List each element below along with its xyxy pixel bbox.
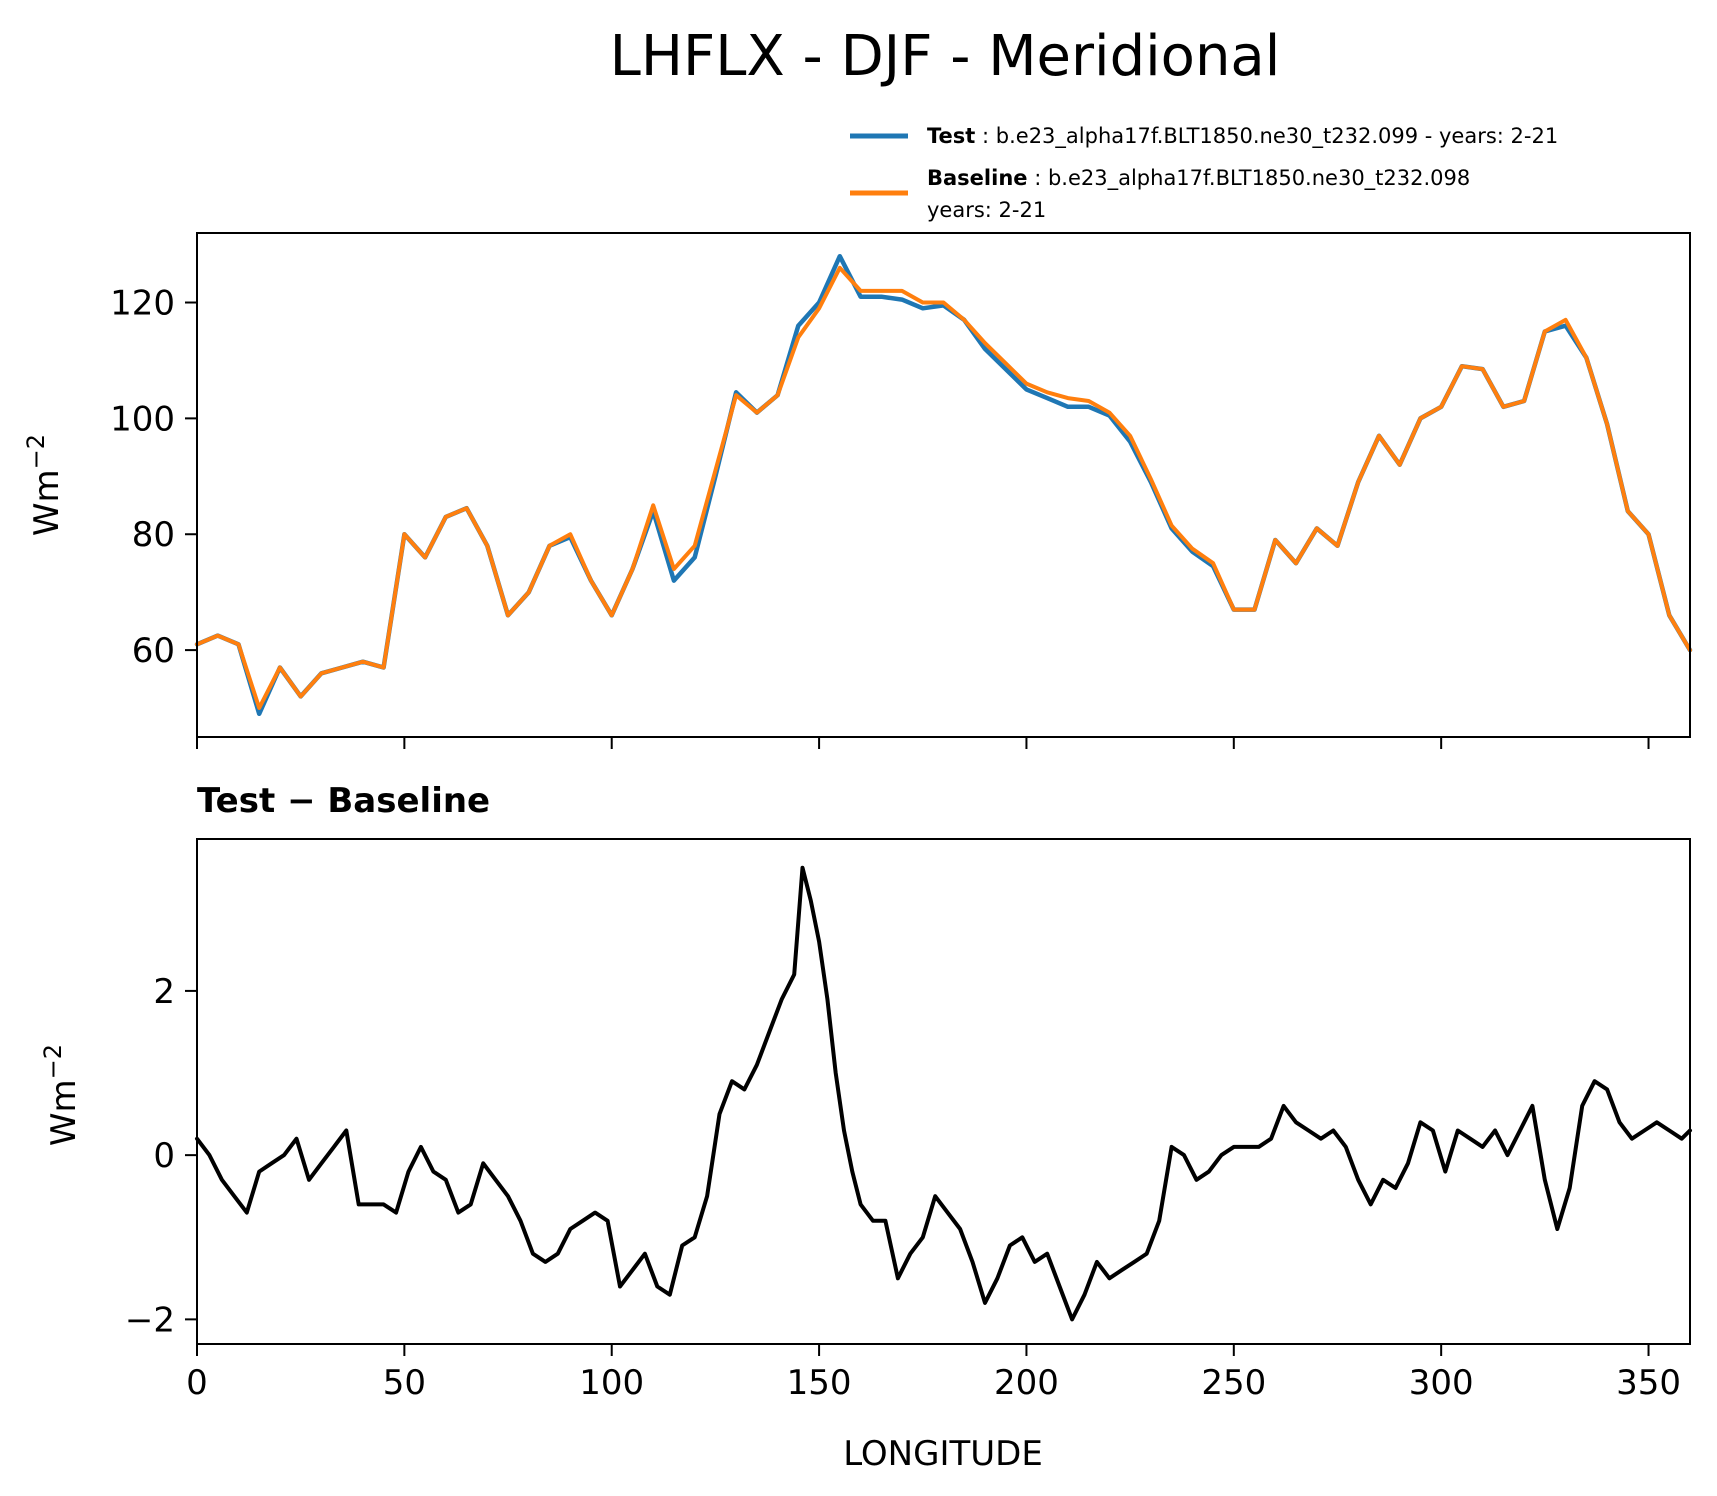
bottom-x-tick-label: 150 — [787, 1363, 852, 1403]
legend: Test : b.e23_alpha17f.BLT1850.ne30_t232.… — [850, 124, 1558, 222]
bottom-panel-lines — [195, 865, 1692, 1322]
bottom-panel-ylabel: Wm−2 — [39, 1044, 84, 1146]
top-panel-ylabel-exponent: −2 — [22, 434, 50, 469]
legend-test-label: Test — [927, 124, 975, 148]
legend-baseline-label: Baseline — [927, 166, 1028, 190]
bottom-x-tick-label: 250 — [1201, 1363, 1266, 1403]
top-panel-ylabel: Wm−2 — [22, 434, 67, 536]
bottom-panel-title: Test − Baseline — [197, 781, 490, 821]
bottom-panel-ylabel-base: Wm — [44, 1079, 84, 1146]
legend-baseline-entry: Baseline : b.e23_alpha17f.BLT1850.ne30_t… — [927, 166, 1470, 191]
bottom-x-tick-label: 300 — [1409, 1363, 1474, 1403]
legend-baseline-text: : b.e23_alpha17f.BLT1850.ne30_t232.098 — [1034, 166, 1470, 191]
top-y-tick-label: 100 — [110, 399, 175, 439]
bottom-panel-ticks: 0 50 100 150 200 250 300 350 −2 0 2 — [125, 972, 1681, 1403]
top-y-tick-label: 120 — [110, 284, 175, 324]
bottom-panel-frame — [196, 838, 1691, 1345]
bottom-x-tick-label: 0 — [186, 1363, 208, 1403]
top-y-tick-label: 60 — [132, 631, 175, 671]
top-y-tick-label: 80 — [132, 515, 175, 555]
bottom-x-tick-label: 100 — [579, 1363, 644, 1403]
top-panel-ylabel-base: Wm — [27, 469, 67, 536]
x-axis-label: LONGITUDE — [843, 1434, 1043, 1474]
bottom-x-tick-label: 350 — [1616, 1363, 1681, 1403]
legend-baseline-text-line2: years: 2-21 — [927, 198, 1046, 222]
bottom-y-tick-label: 2 — [153, 972, 175, 1012]
bottom-y-tick-label: 0 — [153, 1136, 175, 1176]
bottom-y-tick-label: −2 — [125, 1300, 175, 1340]
legend-test-entry: Test : b.e23_alpha17f.BLT1850.ne30_t232.… — [927, 124, 1558, 149]
top-series-baseline-line — [195, 265, 1692, 710]
top-panel-ticks: 60 80 100 120 — [110, 284, 1650, 749]
top-panel-lines — [194, 253, 1693, 717]
legend-test-text: : b.e23_alpha17f.BLT1850.ne30_t232.099 -… — [982, 124, 1558, 149]
bottom-panel-ylabel-exponent: −2 — [39, 1044, 67, 1079]
bottom-panel: Test − Baseline 0 50 100 150 200 250 300 350−20… — [39, 781, 1692, 1474]
bottom-x-tick-label: 200 — [994, 1363, 1059, 1403]
bottom-x-tick-label: 50 — [383, 1363, 426, 1403]
top-panel: 60 80 100 120 Wm−2 — [22, 232, 1693, 749]
top-panel-frame — [196, 232, 1691, 738]
bottom-series-test-baseline-line — [195, 865, 1692, 1322]
figure-title: LHFLX - DJF - Meridional — [610, 24, 1281, 89]
